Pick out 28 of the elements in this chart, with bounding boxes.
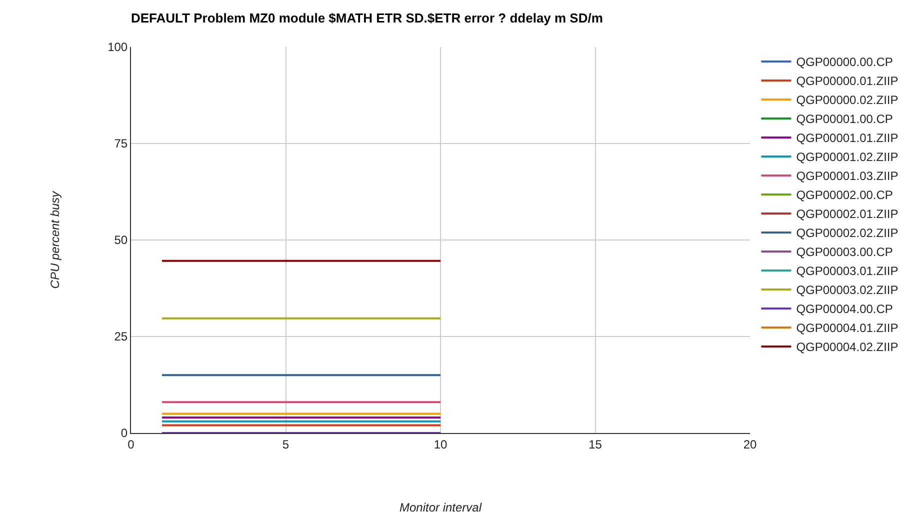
legend-label: QGP00000.01.ZIIP (796, 74, 898, 88)
x-axis-title: Monitor interval (399, 500, 482, 514)
legend-label: QGP00001.02.ZIIP (796, 150, 898, 164)
y-tick-label: 0 (120, 426, 128, 440)
legend-label: QGP00001.03.ZIIP (796, 169, 898, 184)
legend-label: QGP00000.02.ZIIP (796, 93, 898, 108)
legend-label: QGP00004.01.ZIIP (796, 321, 898, 336)
legend-label: QGP00003.00.CP (796, 245, 893, 260)
legend-label: QGP00002.00.CP (796, 188, 893, 202)
y-axis-title: CPU percent busy (48, 190, 62, 289)
legend-label: QGP00002.02.ZIIP (796, 226, 898, 240)
y-tick-label: 75 (114, 136, 128, 151)
legend-label: QGP00004.00.CP (796, 302, 893, 316)
x-tick-label: 5 (282, 437, 290, 452)
x-tick-label: 10 (434, 437, 448, 452)
x-tick-label: 15 (588, 437, 602, 452)
legend-label: QGP00000.00.CP (796, 55, 893, 70)
y-tick-label: 100 (108, 40, 128, 54)
chart-title: DEFAULT Problem MZ0 module $MATH ETR SD.$ETR error ? ddelay m SD/m (131, 10, 603, 26)
legend-label: QGP00003.01.ZIIP (796, 264, 898, 278)
legend-label: QGP00001.00.CP (796, 112, 893, 126)
legend-label: QGP00002.01.ZIIP (796, 207, 898, 222)
legend-label: QGP00004.02.ZIIP (796, 340, 898, 354)
legend-label: QGP00003.02.ZIIP (796, 283, 898, 298)
legend-label: QGP00001.01.ZIIP (796, 131, 898, 146)
x-tick-label: 20 (743, 437, 757, 452)
y-tick-label: 50 (114, 233, 128, 248)
y-tick-label: 25 (114, 330, 128, 344)
